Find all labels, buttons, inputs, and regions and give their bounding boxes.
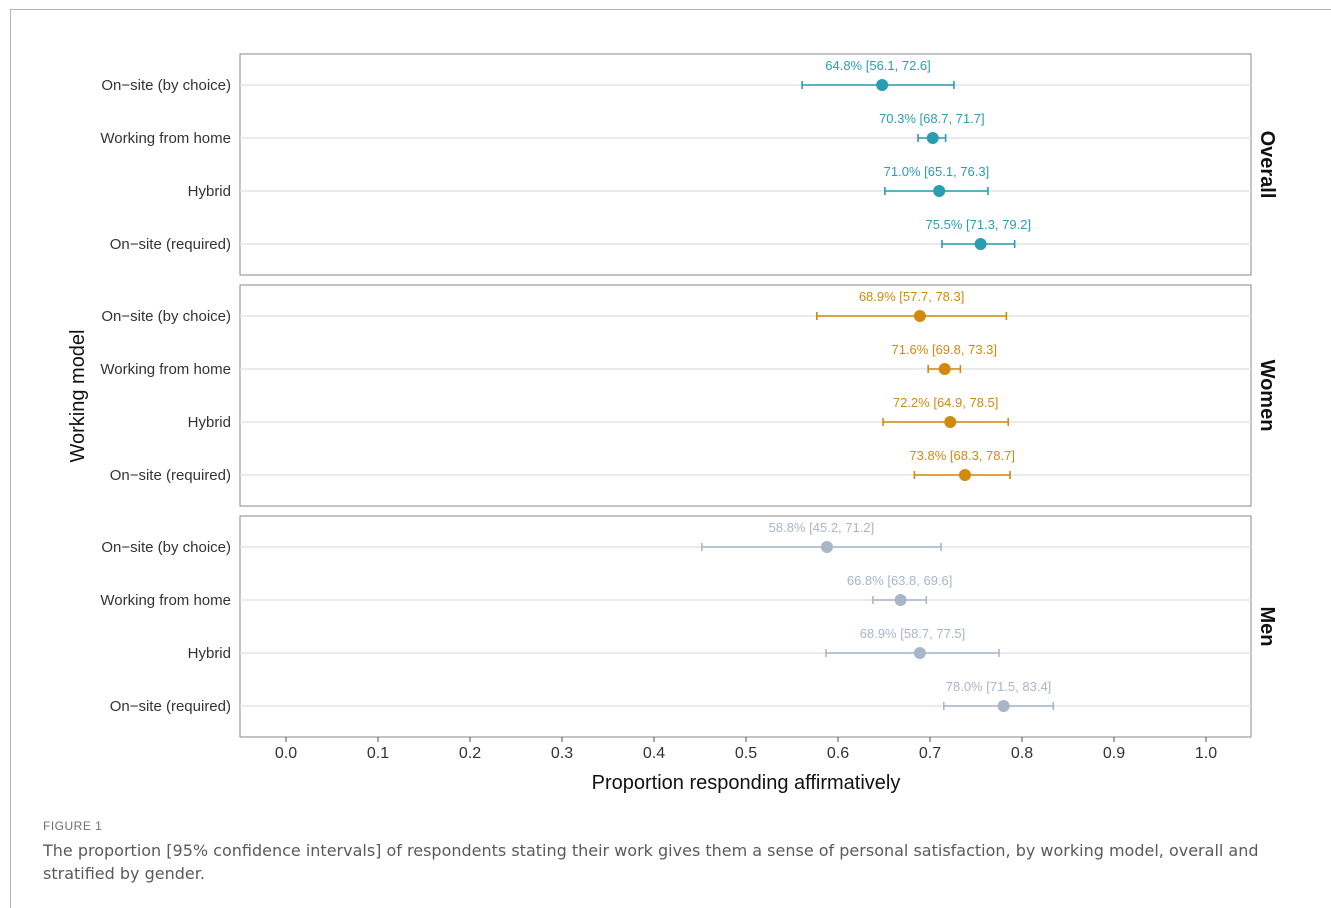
y-tick-label: Hybrid — [188, 183, 231, 200]
x-tick-label: 0.5 — [735, 745, 757, 762]
y-tick-label: On−site (required) — [110, 236, 231, 253]
data-label: 64.8% [56.1, 72.6] — [825, 58, 931, 73]
data-point — [913, 647, 926, 659]
data-label: 68.9% [57.7, 78.3] — [859, 289, 965, 304]
data-label: 78.0% [71.5, 83.4] — [946, 679, 1052, 694]
panel-border — [239, 515, 1252, 738]
panel-men: Men On−site (by choice) Working from home H… — [100, 515, 1278, 738]
data-point — [876, 79, 889, 91]
data-point — [997, 700, 1010, 712]
data-point — [913, 310, 926, 322]
y-tick-label: Working from home — [100, 130, 231, 147]
y-tick-label: Hybrid — [188, 414, 231, 431]
data-label: 71.0% [65.1, 76.3] — [884, 164, 990, 179]
data-point — [938, 363, 951, 375]
data-label: 58.8% [45.2, 71.2] — [769, 520, 875, 535]
y-tick-label: Working from home — [100, 592, 231, 609]
data-point — [926, 132, 939, 144]
y-tick-label: On−site (required) — [110, 467, 231, 484]
x-tick-label: 0.0 — [275, 745, 297, 762]
x-tick-label: 0.2 — [459, 745, 481, 762]
data-label: 68.9% [58.7, 77.5] — [860, 626, 966, 641]
data-point — [944, 416, 957, 428]
panel-women: Women On−site (by choice) Working from hom… — [100, 284, 1278, 507]
y-tick-label: Working from home — [100, 361, 231, 378]
data-label: 72.2% [64.9, 78.5] — [893, 395, 999, 410]
data-label: 66.8% [63.8, 69.6] — [847, 573, 953, 588]
data-label: 71.6% [69.8, 73.3] — [891, 342, 997, 357]
panel-strip-label: Men — [1256, 607, 1278, 647]
x-tick-label: 0.4 — [643, 745, 665, 762]
x-tick-label: 0.9 — [1103, 745, 1125, 762]
x-tick-label: 1.0 — [1195, 745, 1217, 762]
y-axis-title: Working model — [67, 329, 89, 462]
data-point — [974, 238, 987, 250]
panel-overall: Overall On−site (by choice) Working from h… — [100, 53, 1278, 276]
x-tick-label: 0.8 — [1011, 745, 1033, 762]
data-point — [958, 469, 971, 481]
x-tick-label: 0.7 — [919, 745, 941, 762]
figure-frame — [10, 9, 1331, 908]
panel-border — [239, 284, 1252, 507]
figure-label: FIGURE 1 — [43, 819, 103, 833]
x-axis-title: Proportion responding affirmatively — [592, 772, 901, 794]
x-tick-label: 0.3 — [551, 745, 573, 762]
x-tick-label: 0.6 — [827, 745, 849, 762]
data-point — [820, 541, 833, 553]
data-label: 75.5% [71.3, 79.2] — [926, 217, 1032, 232]
panel-strip-label: Women — [1256, 360, 1278, 432]
y-tick-label: On−site (by choice) — [101, 539, 231, 556]
x-tick-label: 0.1 — [367, 745, 389, 762]
y-tick-label: On−site (by choice) — [101, 77, 231, 94]
panel-strip-label: Overall — [1256, 131, 1278, 199]
data-point — [894, 594, 907, 606]
y-tick-label: On−site (by choice) — [101, 308, 231, 325]
panel-border — [239, 53, 1252, 276]
y-tick-label: On−site (required) — [110, 698, 231, 715]
forest-plot: Overall On−site (by choice) Working from h… — [67, 53, 1278, 794]
y-tick-label: Hybrid — [188, 645, 231, 662]
data-label: 73.8% [68.3, 78.7] — [909, 448, 1015, 463]
data-point — [933, 185, 946, 197]
figure-caption: The proportion [95% confidence intervals… — [43, 841, 1259, 883]
data-label: 70.3% [68.7, 71.7] — [879, 111, 985, 126]
